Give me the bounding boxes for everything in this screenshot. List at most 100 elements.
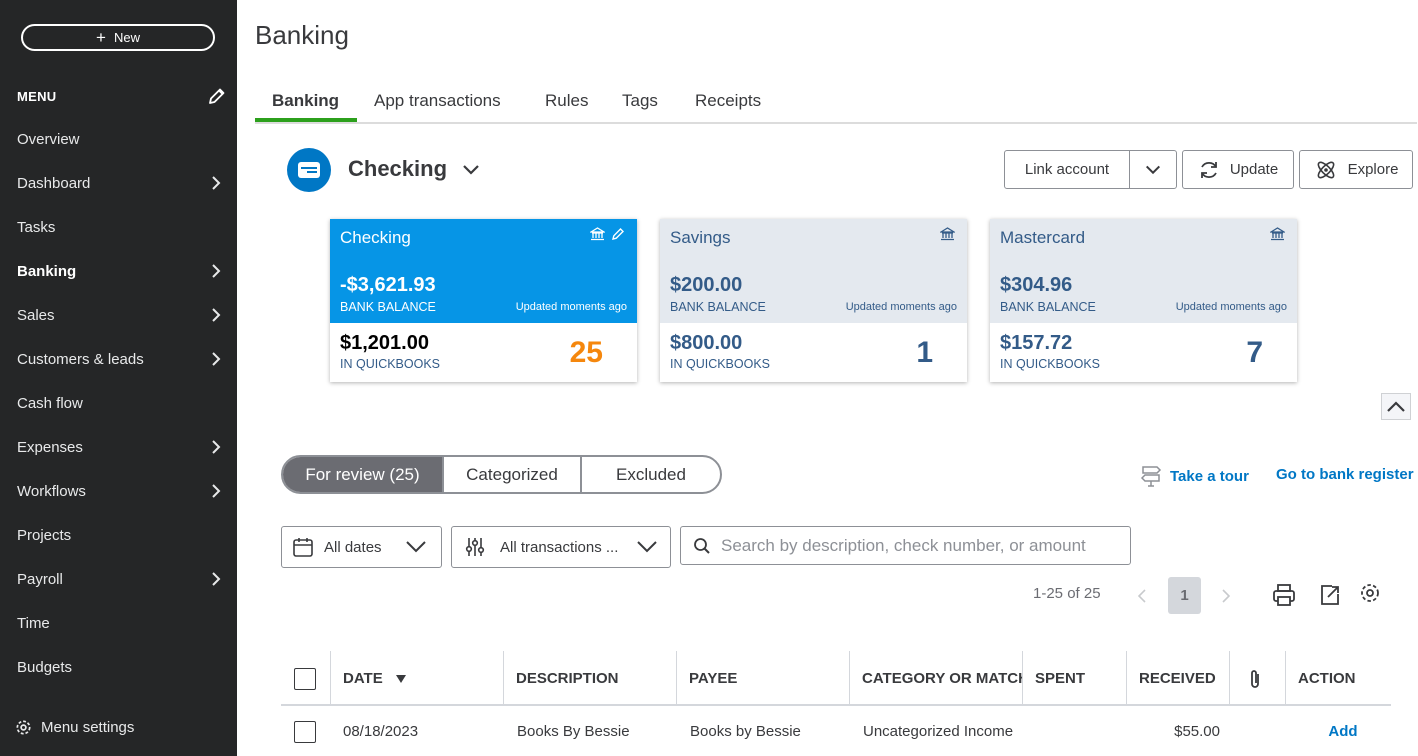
transaction-filter-dropdown[interactable]: All transactions ... [451, 526, 671, 568]
tab-for-review[interactable]: For review (25) [283, 457, 444, 492]
export-icon[interactable] [1318, 583, 1342, 607]
bank-balance-value: -$3,621.93 [340, 274, 436, 296]
link-account-button[interactable]: Link account [1004, 150, 1130, 189]
review-status-tabs: For review (25) Categorized Excluded [281, 455, 722, 494]
settings-gear-icon[interactable] [1358, 581, 1382, 605]
new-button[interactable]: + New [21, 24, 215, 51]
sidebar-item-customers-leads[interactable]: Customers & leads [0, 337, 237, 381]
explore-button[interactable]: Explore [1299, 150, 1413, 189]
column-description-header[interactable]: DESCRIPTION [503, 651, 677, 706]
pencil-icon[interactable] [611, 227, 625, 241]
tab-tags[interactable]: Tags [622, 91, 658, 110]
bank-balance-value: $200.00 [670, 274, 743, 296]
bank-balance-label: BANK BALANCE [670, 300, 766, 314]
link-account-dropdown[interactable] [1129, 150, 1177, 189]
sidebar-item-cash-flow[interactable]: Cash flow [0, 381, 237, 425]
tab-rules[interactable]: Rules [545, 91, 589, 110]
card-icons [590, 227, 625, 241]
date-filter-value: All dates [324, 538, 382, 556]
sidebar-item-expenses[interactable]: Expenses [0, 425, 237, 469]
sidebar-item-label: Cash flow [17, 394, 83, 412]
search-input[interactable] [721, 535, 1121, 556]
chevron-left-icon[interactable] [1137, 589, 1147, 603]
column-label: RECEIVED [1139, 670, 1216, 687]
for-review-count: 25 [569, 336, 603, 369]
chevron-right-icon [212, 352, 221, 366]
update-button[interactable]: Update [1182, 150, 1294, 189]
column-payee-header[interactable]: PAYEE [676, 651, 850, 706]
column-action-header: ACTION [1285, 651, 1391, 706]
sidebar-item-sales[interactable]: Sales [0, 293, 237, 337]
tab-banking[interactable]: Banking [272, 91, 340, 110]
go-to-bank-register-link[interactable]: Go to bank register [1276, 466, 1414, 483]
collapse-cards-button[interactable] [1381, 393, 1411, 420]
sidebar-item-label: Payroll [17, 570, 63, 588]
page-title: Banking [255, 20, 349, 50]
tab-receipts[interactable]: Receipts [695, 91, 762, 110]
column-date-header[interactable]: DATE [330, 651, 504, 706]
account-card-checking[interactable]: Checking -$3,621.93 BANK BALANCE Updated… [330, 219, 637, 382]
column-received-header[interactable]: RECEIVED [1126, 651, 1230, 706]
transactions-table-header: DATE DESCRIPTION PAYEE CATEGORY OR MATCH… [281, 651, 1391, 706]
print-icon[interactable] [1272, 583, 1296, 607]
row-category: Uncategorized Income [863, 723, 1014, 740]
card-quickbooks-section: $157.72 IN QUICKBOOKS 7 [990, 323, 1297, 382]
row-add-button[interactable]: Add [1328, 723, 1358, 740]
bank-icon [940, 227, 955, 241]
sidebar-item-label: Banking [17, 262, 77, 280]
current-page-button[interactable]: 1 [1168, 577, 1201, 614]
card-quickbooks-section: $1,201.00 IN QUICKBOOKS 25 [330, 323, 637, 382]
sidebar-item-tasks[interactable]: Tasks [0, 205, 237, 249]
date-filter-dropdown[interactable]: All dates [281, 526, 442, 568]
sidebar-nav: Overview Dashboard Tasks Banking Sales C… [0, 117, 237, 689]
account-card-mastercard[interactable]: Mastercard $304.96 BANK BALANCE Updated … [990, 219, 1297, 382]
card-quickbooks-section: $800.00 IN QUICKBOOKS 1 [660, 323, 967, 382]
column-category-header[interactable]: CATEGORY OR MATCH [849, 651, 1023, 706]
sidebar-item-banking[interactable]: Banking [0, 249, 237, 293]
chevron-right-icon [212, 484, 221, 498]
select-all-checkbox[interactable] [294, 667, 316, 690]
chevron-up-icon [1387, 400, 1405, 412]
row-checkbox[interactable] [294, 720, 316, 743]
quickbooks-balance-value: $1,201.00 [340, 332, 429, 354]
row-description: Books By Bessie [517, 723, 630, 740]
quickbooks-balance-value: $157.72 [1000, 332, 1073, 354]
bank-balance-label: BANK BALANCE [1000, 300, 1096, 314]
banking-tabs: Banking App transactions Rules Tags Rece… [255, 84, 1417, 124]
sidebar-item-time[interactable]: Time [0, 601, 237, 645]
sidebar-item-payroll[interactable]: Payroll [0, 557, 237, 601]
sidebar-item-label: Workflows [17, 482, 86, 500]
search-box [680, 526, 1131, 565]
menu-label: MENU [17, 88, 57, 104]
search-icon [694, 537, 710, 554]
active-tab-indicator [255, 118, 357, 122]
table-row[interactable]: 08/18/2023 Books By Bessie Books by Bess… [281, 707, 1391, 756]
left-sidebar: + New MENU Overview Dashboard Tasks Bank… [0, 0, 237, 756]
calendar-icon [293, 538, 313, 557]
sidebar-item-budgets[interactable]: Budgets [0, 645, 237, 689]
row-select-cell [294, 707, 324, 756]
sidebar-item-workflows[interactable]: Workflows [0, 469, 237, 513]
column-attachment-header [1229, 651, 1286, 706]
take-a-tour-link[interactable]: Take a tour [1140, 465, 1249, 487]
sidebar-item-label: Overview [17, 130, 80, 148]
row-payee: Books by Bessie [690, 723, 801, 740]
chevron-right-icon [212, 572, 221, 586]
tab-excluded[interactable]: Excluded [616, 464, 686, 484]
edit-pencil-icon[interactable] [207, 86, 227, 106]
sidebar-item-label: Expenses [17, 438, 83, 456]
tab-app-transactions[interactable]: App transactions [374, 91, 501, 110]
menu-settings-button[interactable]: Menu settings [14, 718, 134, 737]
account-card-savings[interactable]: Savings $200.00 BANK BALANCE Updated mom… [660, 219, 967, 382]
column-spent-header[interactable]: SPENT [1022, 651, 1127, 706]
sidebar-item-label: Dashboard [17, 174, 91, 192]
chevron-right-icon[interactable] [1221, 589, 1231, 603]
updated-status: Updated moments ago [845, 301, 957, 313]
sidebar-item-overview[interactable]: Overview [0, 117, 237, 161]
sidebar-item-projects[interactable]: Projects [0, 513, 237, 557]
account-name[interactable]: Checking [348, 156, 448, 181]
chevron-down-icon[interactable] [461, 160, 481, 180]
tab-categorized[interactable]: Categorized [444, 457, 582, 492]
chevron-down-icon [1145, 165, 1161, 174]
sidebar-item-dashboard[interactable]: Dashboard [0, 161, 237, 205]
